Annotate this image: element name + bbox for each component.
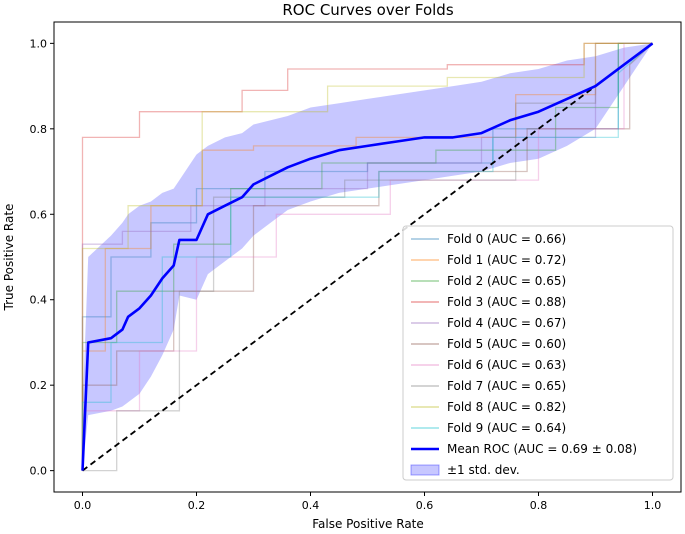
legend-label-fold-9: Fold 9 (AUC = 0.64) [447,421,566,435]
fold-0-roc-curve [81,42,653,471]
legend-label-fold-5: Fold 5 (AUC = 0.60) [447,337,566,351]
plot-area [81,42,654,472]
axis-ticks: 0.0 0.2 0.4 0.6 0.8 1.0 0.0 0.2 0.4 0.6 0.8 1.0 [30,37,662,512]
chance-diagonal-line [81,42,654,472]
fold-9-roc-curve [81,42,653,471]
legend-box [402,225,674,481]
x-axis-label: False Positive Rate [312,517,424,531]
legend-label-fold-1: Fold 1 (AUC = 0.72) [447,253,566,267]
legend-label-fold-6: Fold 6 (AUC = 0.63) [447,358,566,372]
axes-frame [53,21,682,493]
y-tick-label: 1.0 [30,37,48,50]
fold-3-roc-curve [81,42,653,471]
y-axis-label: True Positive Rate [2,204,16,312]
fold-7-roc-curve [82,42,653,472]
legend-swatch-band [410,464,440,476]
chart-title: ROC Curves over Folds [282,1,453,19]
legend: Fold 0 (AUC = 0.66) Fold 1 (AUC = 0.72) Fo… [402,225,674,481]
y-tick-label: 0.2 [30,379,48,392]
fold-1-roc-curve [81,42,653,471]
legend-label-fold-3: Fold 3 (AUC = 0.88) [447,295,566,309]
legend-label-fold-7: Fold 7 (AUC = 0.65) [447,379,566,393]
legend-label-mean: Mean ROC (AUC = 0.69 ± 0.08) [447,442,637,456]
fold-5-roc-curve [81,42,653,471]
x-tick-label: 0.2 [188,499,206,512]
fold-8-roc-curve [81,42,653,471]
y-tick-label: 0.6 [30,208,48,221]
x-tick-label: 0.6 [416,499,434,512]
y-tick-label: 0.0 [30,465,48,478]
legend-label-fold-8: Fold 8 (AUC = 0.82) [447,400,566,414]
legend-label-band: ±1 std. dev. [447,463,520,477]
x-tick-label: 0.0 [74,499,92,512]
fold-4-roc-curve [81,42,653,471]
x-tick-label: 0.4 [302,499,320,512]
legend-label-fold-4: Fold 4 (AUC = 0.67) [447,316,566,330]
y-tick-label: 0.8 [30,123,48,136]
x-tick-label: 0.8 [530,499,548,512]
x-tick-label: 1.0 [644,499,662,512]
y-tick-label: 0.4 [30,294,48,307]
legend-label-fold-0: Fold 0 (AUC = 0.66) [447,232,566,246]
mean-roc-curve [81,42,654,471]
legend-label-fold-2: Fold 2 (AUC = 0.65) [447,274,566,288]
fold-6-roc-curve [81,42,653,471]
fold-2-roc-curve [81,42,653,471]
